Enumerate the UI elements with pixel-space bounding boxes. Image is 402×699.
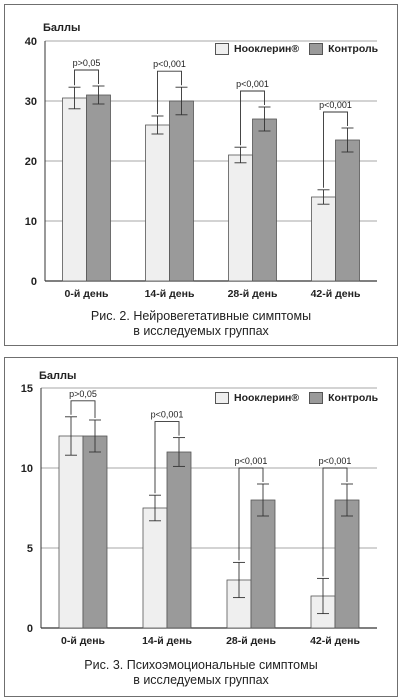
y-unit-label: Баллы	[43, 22, 81, 34]
figure-caption: Рис. 3. Психоэмоциональные симптомы в ис…	[5, 658, 397, 688]
p-value-label: p<0,001	[151, 410, 184, 420]
y-tick-label: 5	[27, 543, 33, 555]
legend-item-nooklerin: Ноо­клерин®	[215, 392, 299, 404]
caption-line-2: в исследуемых группах	[133, 673, 269, 687]
bar-nooklerin	[62, 97, 87, 282]
bar-nooklerin	[145, 124, 170, 282]
bar-nooklerin	[142, 507, 168, 629]
x-tick-label: 28-й день	[228, 288, 278, 300]
significance-bracket	[157, 70, 182, 114]
legend-label-nooklerin: Ноо­клерин®	[234, 43, 300, 55]
significance-bracket	[154, 421, 180, 494]
y-tick-label: 10	[21, 463, 33, 475]
y-tick-label: 40	[25, 36, 37, 48]
chart-panel-1: Баллы Ноо­клерин® Контроль 0 10 20 30 40 p>0,…	[4, 4, 398, 346]
p-value-label: p<0,001	[319, 100, 352, 110]
bar-control	[82, 435, 108, 629]
legend-label-nooklerin: Ноо­клерин®	[234, 392, 300, 404]
bar-control	[334, 499, 360, 629]
bar-nooklerin	[228, 154, 253, 282]
y-unit-label: Баллы	[39, 370, 77, 382]
x-tick-label: 28-й день	[226, 635, 276, 647]
bar-control	[335, 139, 360, 282]
bar-control	[169, 100, 194, 282]
significance-bracket	[70, 400, 96, 418]
bar-nooklerin	[311, 196, 336, 282]
legend-swatch-control	[309, 43, 324, 55]
x-tick-label: 42-й день	[311, 288, 361, 300]
p-value-label: p<0,001	[235, 456, 268, 466]
p-value-label: p>0,05	[69, 389, 97, 399]
p-value-label: p<0,001	[153, 59, 186, 69]
x-tick-label: 42-й день	[310, 635, 360, 647]
significance-bracket	[240, 90, 265, 146]
x-tick-label: 0-й день	[61, 635, 106, 647]
legend-item-control: Контроль	[309, 392, 378, 404]
y-tick-label: 0	[27, 623, 33, 635]
figure-caption: Рис. 2. Нейровегетативные симптомы в исс…	[5, 309, 397, 339]
bar-control	[250, 499, 276, 629]
significance-bracket	[322, 467, 348, 577]
bar-control	[166, 451, 192, 629]
legend-label-control: Контроль	[328, 43, 379, 55]
legend-swatch-control	[309, 392, 324, 404]
legend-swatch-nooklerin	[215, 43, 229, 55]
significance-bracket	[238, 467, 264, 561]
p-value-label: p<0,001	[236, 79, 269, 89]
significance-bracket	[74, 69, 99, 86]
x-tick-label: 0-й день	[64, 288, 109, 300]
bar-control	[252, 118, 277, 282]
legend: Ноо­клерин® Контроль	[215, 392, 388, 404]
bar-chart-2: 0 5 10 15 p>0,05 0-й день p<0,001 14-й день p<0,…	[21, 383, 377, 647]
significance-bracket	[323, 111, 348, 188]
bar-chart-1: 0 10 20 30 40 p>0,05 0-й день p<0,001 14-й день p…	[25, 36, 377, 300]
bar-nooklerin	[58, 435, 84, 629]
p-value-label: p<0,001	[319, 456, 352, 466]
legend-label-control: Контроль	[328, 392, 379, 404]
chart-panel-2: Баллы Ноо­клерин® Контроль 0 5 10 15 p>0,05 0…	[4, 357, 398, 697]
y-tick-label: 15	[21, 383, 33, 395]
legend-item-control: Контроль	[309, 43, 378, 55]
legend-swatch-nooklerin	[215, 392, 229, 404]
x-tick-label: 14-й день	[145, 288, 195, 300]
caption-line-1: Рис. 2. Нейровегетативные симптомы	[90, 309, 312, 323]
bar-control	[86, 94, 111, 282]
y-tick-label: 30	[25, 96, 37, 108]
caption-line-1: Рис. 3. Психоэмоциональные симптомы	[84, 658, 318, 672]
p-value-label: p>0,05	[73, 58, 101, 68]
caption-line-2: в исследуемых группах	[133, 324, 269, 338]
legend-item-nooklerin: Ноо­клерин®	[215, 43, 299, 55]
y-tick-label: 20	[25, 156, 37, 168]
x-tick-label: 14-й день	[142, 635, 192, 647]
y-tick-label: 10	[25, 216, 37, 228]
legend: Ноо­клерин® Контроль	[215, 43, 388, 55]
y-tick-label: 0	[31, 276, 37, 288]
